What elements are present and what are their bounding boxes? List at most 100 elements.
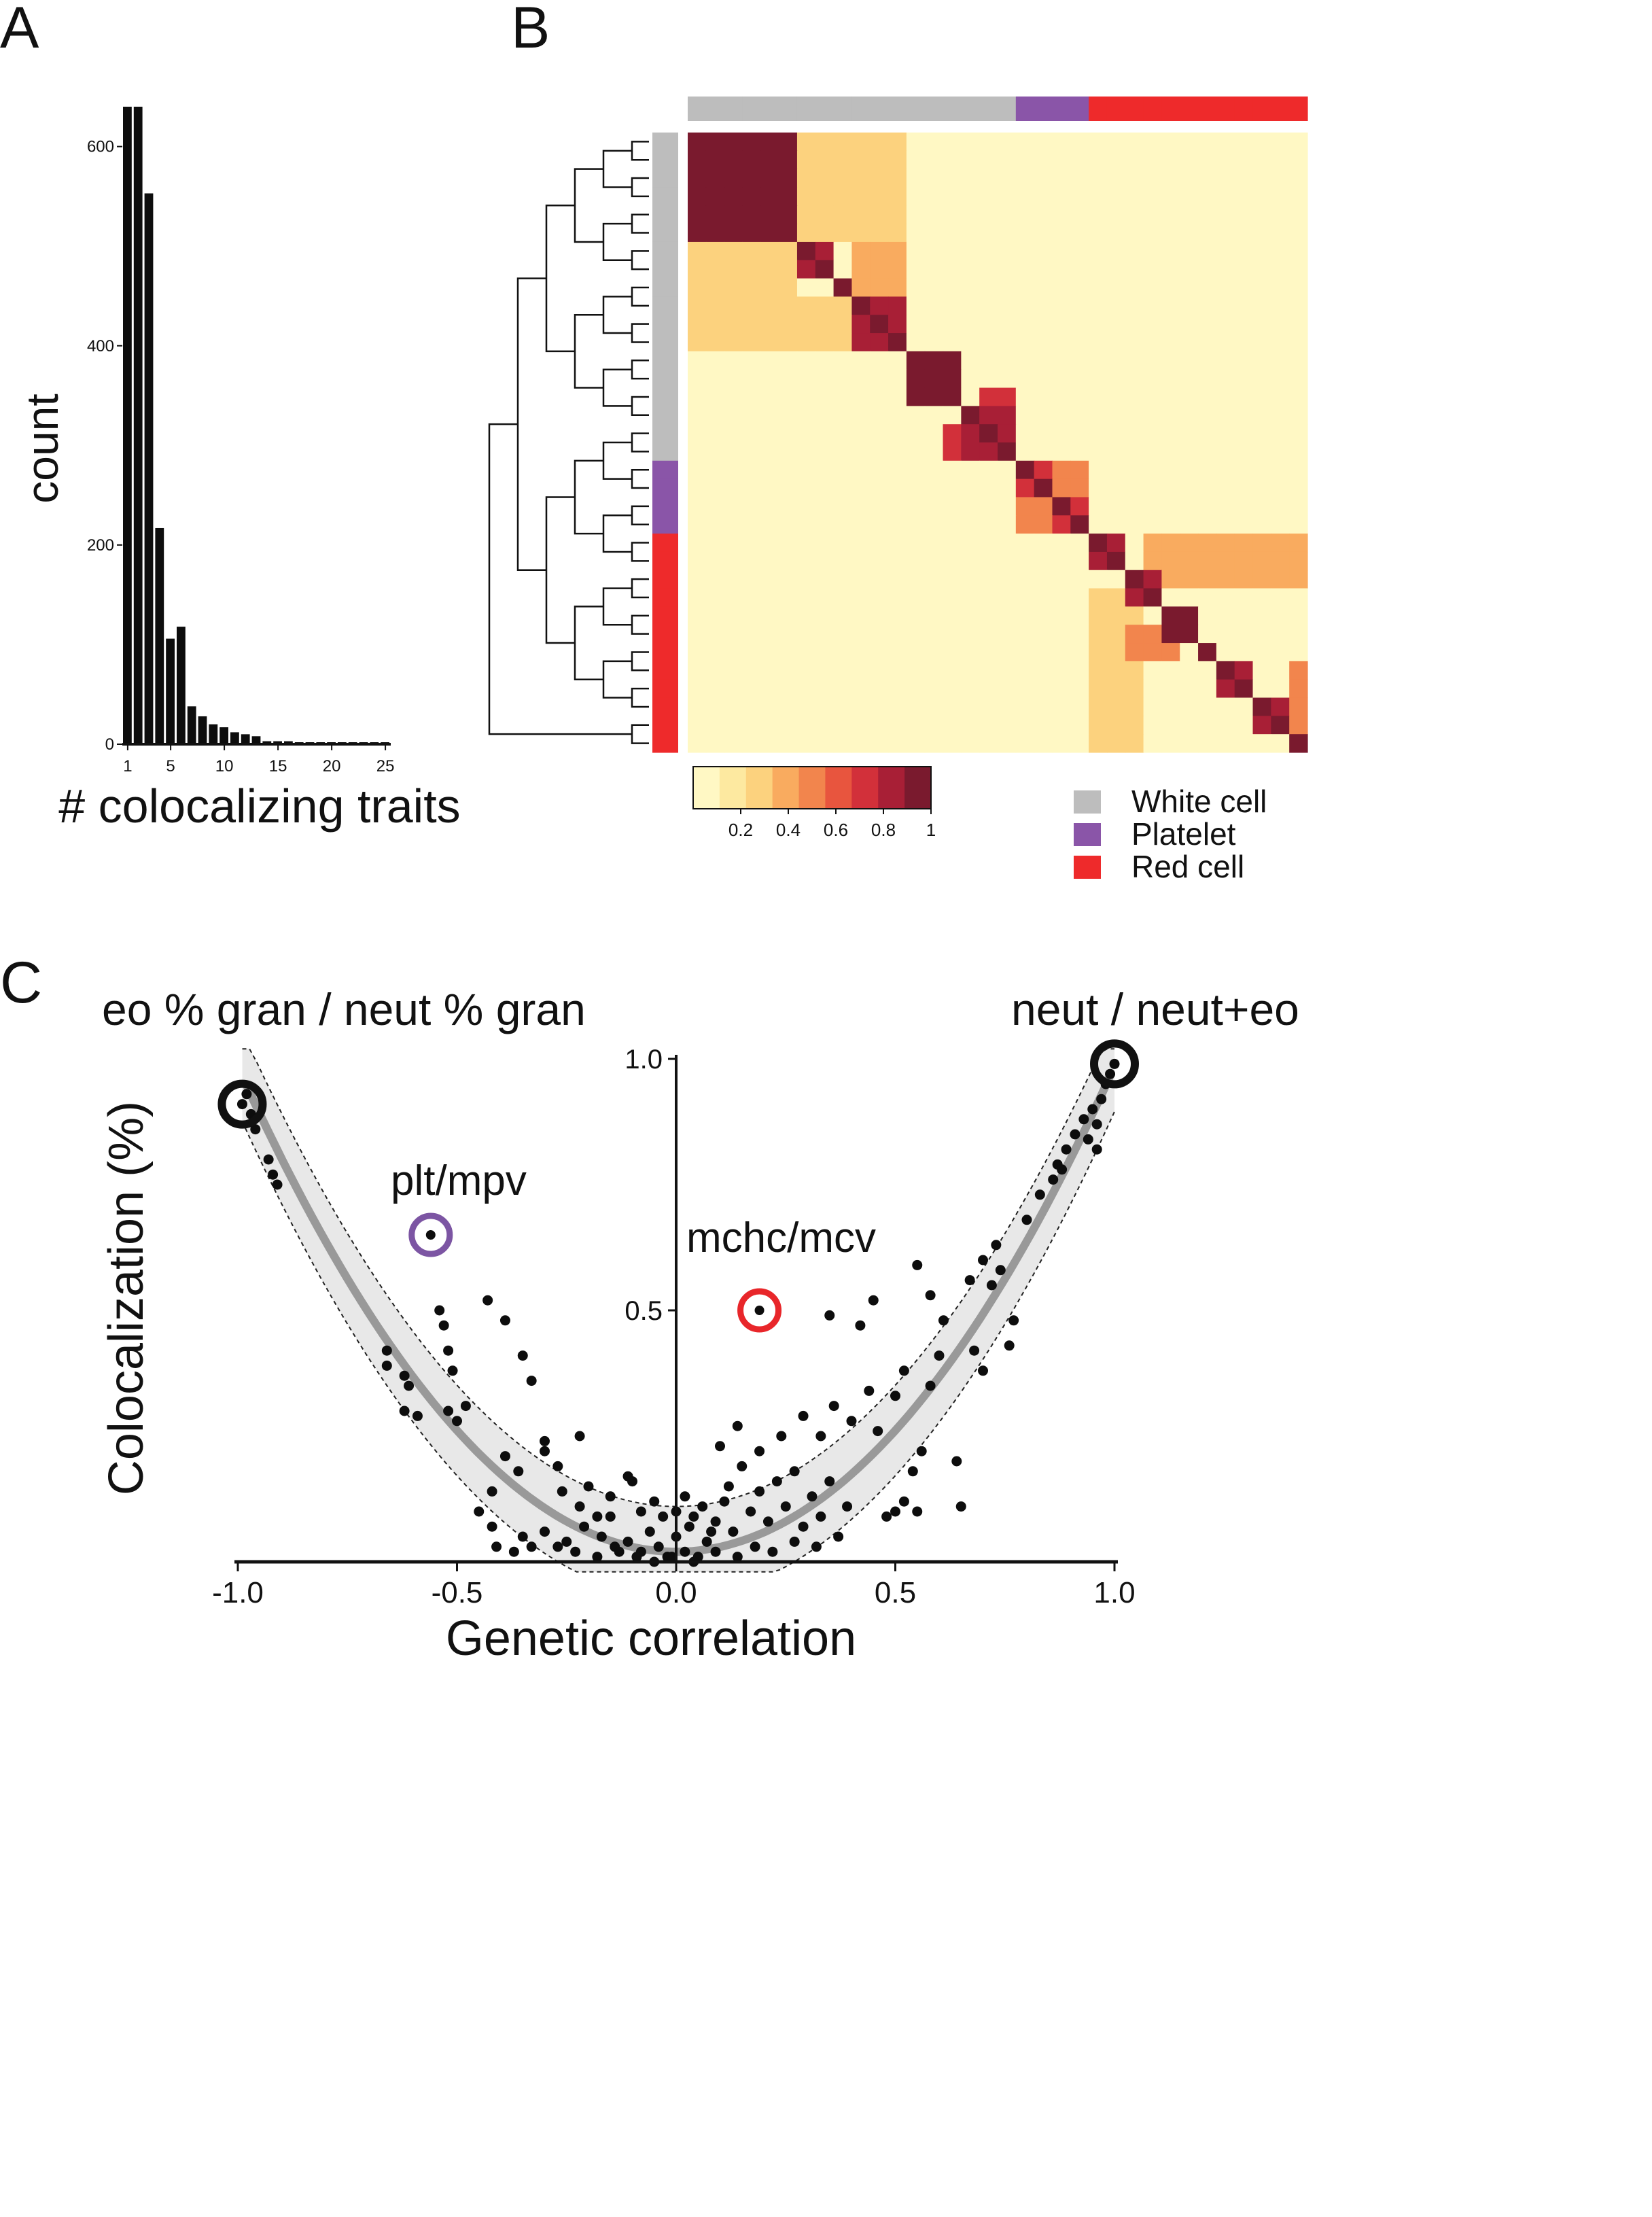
heatmap-cell	[1198, 224, 1217, 243]
heatmap-cell	[906, 679, 926, 699]
heatmap-cell	[1015, 442, 1035, 461]
heatmap-cell	[1161, 625, 1180, 644]
heatmap-cell	[1289, 661, 1308, 680]
heatmap-cell	[1070, 351, 1089, 370]
heatmap-cell	[870, 570, 889, 589]
heatmap-cell	[906, 187, 926, 206]
heatmap-cell	[961, 442, 980, 461]
data-point	[701, 1536, 712, 1547]
heatmap-cell	[1089, 551, 1108, 571]
heatmap-cell	[688, 187, 707, 206]
data-point	[491, 1541, 502, 1552]
heatmap-cell	[1234, 187, 1254, 206]
heatmap-cell	[1216, 187, 1235, 206]
heatmap-cell	[724, 315, 743, 334]
heatmap-cell	[1143, 661, 1163, 680]
heatmap-cell	[760, 133, 779, 152]
heatmap-cell	[1070, 697, 1089, 716]
heatmap-cell	[1216, 169, 1235, 188]
heatmap-cell	[1143, 187, 1163, 206]
heatmap-cell	[724, 150, 743, 170]
x-tick-label: 5	[166, 757, 175, 775]
group-color-cell	[652, 224, 678, 243]
heatmap-cell	[1198, 570, 1217, 589]
heatmap-cell	[1289, 241, 1308, 261]
heatmap-cell	[1106, 424, 1126, 443]
heatmap-cell	[779, 442, 798, 461]
data-point	[824, 1310, 835, 1321]
histogram-bar	[219, 727, 228, 744]
heatmap-cell	[705, 643, 725, 662]
heatmap-cell	[688, 133, 707, 152]
heatmap-cell	[1125, 406, 1144, 425]
heatmap-cell	[870, 406, 889, 425]
heatmap-cell	[742, 588, 761, 608]
heatmap-cell	[742, 133, 761, 152]
heatmap-cell	[961, 625, 980, 644]
heatmap-cell	[742, 260, 761, 279]
group-color-cell	[652, 679, 678, 699]
heatmap-cell	[1198, 278, 1217, 298]
heatmap-cell	[851, 278, 871, 298]
heatmap-cell	[1216, 734, 1235, 753]
heatmap-cell	[943, 497, 962, 516]
histogram-bar	[187, 706, 196, 744]
heatmap-cell	[1070, 278, 1089, 298]
heatmap-cell	[924, 588, 944, 608]
heatmap-cell	[1052, 679, 1071, 699]
heatmap-cell	[924, 460, 944, 480]
confidence-band	[242, 1049, 1114, 1572]
heatmap-cell	[1180, 169, 1199, 188]
heatmap-cell	[1070, 534, 1089, 553]
heatmap-cell	[724, 534, 743, 553]
heatmap-cell	[1216, 224, 1235, 243]
heatmap-cell	[1289, 224, 1308, 243]
data-point	[452, 1416, 462, 1427]
heatmap-cell	[1161, 478, 1180, 498]
heatmap-cell	[924, 697, 944, 716]
heatmap-cell	[1106, 661, 1126, 680]
heatmap-cell	[851, 406, 871, 425]
heatmap-cell	[943, 478, 962, 498]
heatmap-cell	[1198, 643, 1217, 662]
heatmap-cell	[1161, 406, 1180, 425]
heatmap-cell	[998, 643, 1017, 662]
heatmap-cell	[742, 442, 761, 461]
heatmap-cell	[1143, 515, 1163, 534]
heatmap-cell	[796, 588, 816, 608]
heatmap-cell	[906, 588, 926, 608]
data-point	[890, 1506, 900, 1517]
heatmap-cell	[724, 625, 743, 644]
heatmap-cell	[870, 424, 889, 443]
heatmap-cell	[1234, 150, 1254, 170]
data-point	[1083, 1134, 1093, 1145]
heatmap-cell	[1216, 625, 1235, 644]
heatmap-cell	[815, 169, 834, 188]
heatmap-cell	[851, 260, 871, 279]
heatmap-cell	[924, 515, 944, 534]
heatmap-cell	[705, 625, 725, 644]
heatmap-cell	[1089, 315, 1108, 334]
heatmap-cell	[924, 497, 944, 516]
heatmap-cell	[1070, 515, 1089, 534]
heatmap-cell	[1216, 387, 1235, 406]
heatmap-cell	[998, 606, 1017, 625]
highlight-point	[425, 1230, 436, 1240]
heatmap-cell	[1125, 296, 1144, 315]
heatmap-cell	[1125, 224, 1144, 243]
group-color-cell	[1180, 97, 1199, 121]
heatmap-cell	[760, 588, 779, 608]
heatmap-cell	[705, 697, 725, 716]
heatmap-cell	[1143, 478, 1163, 498]
heatmap-cell	[961, 133, 980, 152]
x-tick-label: 25	[376, 757, 395, 775]
heatmap-cell	[705, 551, 725, 571]
heatmap-cell	[1271, 224, 1290, 243]
data-point	[754, 1446, 765, 1456]
heatmap-cell	[1234, 716, 1254, 735]
heatmap-cell	[705, 442, 725, 461]
data-point	[754, 1486, 765, 1497]
group-color-cell	[652, 187, 678, 206]
heatmap-cell	[796, 278, 816, 298]
heatmap-cell	[815, 679, 834, 699]
